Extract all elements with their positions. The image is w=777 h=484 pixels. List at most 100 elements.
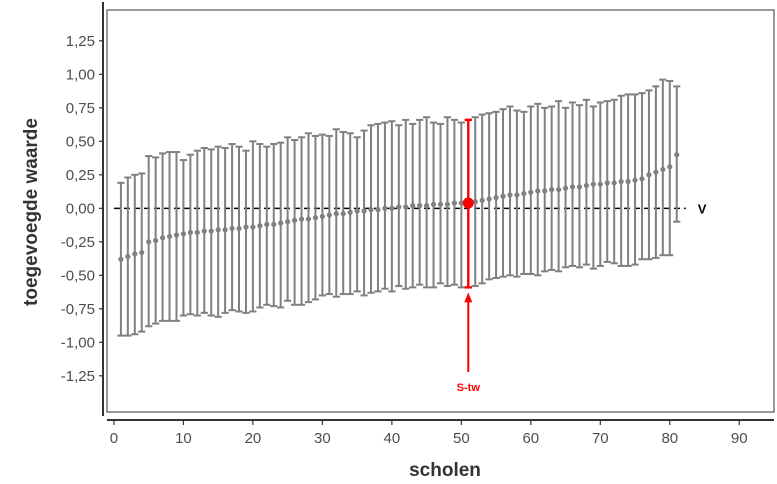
estimate-point [229,225,235,232]
estimate-point [486,196,492,202]
estimate-point [396,204,402,210]
estimate-point [562,185,569,191]
x-tick-label: 40 [384,430,401,447]
estimate-point [139,249,145,256]
estimate-point [298,216,305,222]
y-tick-label: 0,25 [66,167,95,184]
y-tick-label: -0,50 [61,267,95,284]
y-axis: 1,25 1,00 0,75 0,50 0,25 0,00 -0,25 -0,50 -0,75 -… [61,2,104,416]
y-tick-label: -1,25 [61,368,95,385]
estimate-point [604,180,610,186]
estimate-point [493,195,499,201]
estimate-point [528,189,534,195]
estimate-point [556,186,562,193]
y-tick-label: -0,25 [61,234,95,251]
annotation-arrowhead [464,292,473,303]
estimate-point [215,227,221,233]
estimate-point [639,176,645,182]
estimate-point [146,239,152,245]
estimate-point [264,221,270,227]
estimate-point [257,223,263,229]
estimate-point [410,203,416,209]
x-tick-label: 20 [245,430,262,447]
estimate-point [208,228,214,234]
estimate-point [403,204,409,210]
estimate-point [361,208,367,214]
estimate-point [319,213,325,219]
estimate-point [333,211,339,217]
estimate-point [194,229,200,236]
estimate-point [326,212,332,218]
estimate-point [507,192,513,198]
estimate-point [153,237,159,244]
estimate-point [187,229,193,236]
y-tick-label: 1,25 [66,33,95,50]
x-tick-label: 50 [453,430,470,447]
estimate-point [201,228,207,234]
y-tick-label: 1,00 [66,66,95,83]
y-tick-label: 0,75 [66,100,95,117]
estimate-point [590,181,596,187]
estimate-point [236,225,242,232]
estimate-point [451,200,457,206]
estimate-point [479,197,485,203]
x-axis-title: scholen [409,460,481,481]
estimate-point [625,178,631,185]
x-tick-label: 70 [592,430,609,447]
x-tick-label: 30 [314,430,331,447]
estimate-point [118,256,124,262]
estimate-point [674,152,680,158]
estimate-point [278,220,284,226]
estimate-point [542,188,548,194]
estimate-point [271,221,277,227]
estimate-point [597,181,603,187]
estimate-point [653,169,659,175]
reference-line-label: V [698,201,707,216]
estimate-point [382,205,388,211]
estimate-point [424,203,430,209]
x-tick-label: 10 [175,430,192,447]
estimate-point [173,232,180,238]
estimate-point [354,208,360,214]
estimate-point [646,172,652,178]
estimate-point [285,219,291,225]
estimate-point [159,235,166,241]
y-axis-title: toegevoegde waarde [21,118,42,306]
estimate-point [458,200,464,206]
x-tick-label: 60 [522,430,539,447]
highlight-point [462,197,474,209]
estimate-point [312,215,319,221]
estimate-point [222,227,228,233]
estimate-point [291,217,298,223]
estimate-point [375,207,381,213]
y-tick-label: 0,50 [66,133,95,150]
estimate-point [243,224,249,230]
estimate-point [535,188,541,194]
estimate-point [125,253,131,260]
highlight-label: S-tw [457,382,481,394]
x-tick-label: 90 [731,430,748,447]
estimate-point [340,211,346,217]
estimate-point [305,216,312,222]
estimate-point [430,201,437,207]
y-tick-label: -0,75 [61,301,95,318]
estimate-point [500,193,506,199]
estimate-point [180,231,187,237]
estimate-point [667,164,673,170]
estimate-point [514,192,520,198]
error-bars-layer [117,78,681,337]
estimate-point [521,190,527,197]
x-axis: 0 10 20 30 40 50 60 70 80 90 [107,419,774,447]
estimate-point [660,166,666,173]
y-tick-label: -1,00 [61,334,95,351]
estimate-point [166,233,173,240]
estimate-point [417,203,423,209]
estimate-point [389,205,395,211]
estimate-point [347,209,353,215]
estimate-point [569,184,576,190]
x-tick-label: 80 [661,430,678,447]
estimate-point [472,199,478,205]
estimate-point [444,201,451,207]
